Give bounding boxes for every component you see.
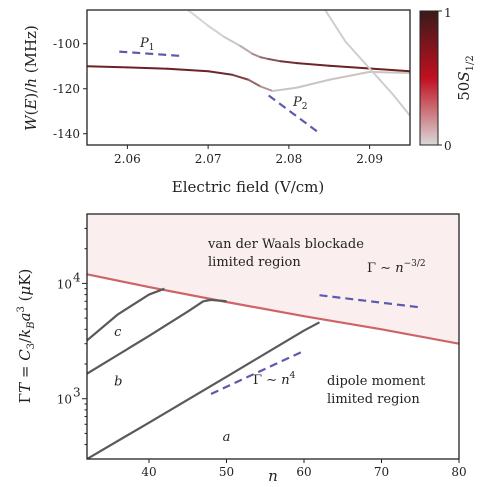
top-series-0-segment	[271, 86, 298, 92]
region-vdw-line2: limited region	[208, 255, 301, 270]
bottom-xtick-label: 50	[219, 465, 234, 479]
top-xtick-label: 2.07	[195, 152, 222, 166]
top-series-0-segment	[207, 70, 234, 76]
bottom-xtick-label: 60	[296, 465, 311, 479]
colorbar-gradient	[419, 10, 439, 146]
top-series-0-segment	[259, 85, 274, 92]
top-series-2-segment	[392, 94, 410, 117]
top-series-2-segment	[344, 40, 371, 70]
top-dashed-marker-2	[268, 94, 318, 133]
bottom-ytick-exponent: 4	[73, 270, 81, 284]
curve-label-c: c	[114, 325, 122, 340]
top-series-2-segment	[368, 67, 395, 97]
series-a-line	[87, 321, 321, 459]
top-axes-frame	[86, 9, 411, 146]
top-xtick-label: 2.08	[276, 152, 303, 166]
top-series-1-segment	[328, 64, 371, 70]
top-series-0-segment	[87, 65, 129, 69]
colorbar-tick-0: 0	[444, 139, 452, 153]
svg-text:50S1/2: 50S1/2	[455, 55, 476, 100]
top-series-1-segment	[207, 24, 226, 38]
series-vdW-line	[87, 273, 459, 345]
top-series-1-segment	[186, 10, 210, 27]
top-series-1	[186, 10, 410, 73]
region-vdw-line1: van der Waals blockade	[207, 237, 364, 252]
top-plot-area	[87, 10, 410, 133]
top-series-0-segment	[368, 70, 410, 74]
region-dipole-line1: dipole moment	[327, 374, 426, 389]
top-series-1-segment	[295, 62, 331, 67]
top-series-0-segment	[247, 78, 262, 88]
top-xtick-label: 2.09	[356, 152, 383, 166]
vdw-blockade-region	[87, 214, 459, 344]
top-series-0-segment	[328, 70, 371, 81]
top-ytick-label: -120	[53, 82, 80, 96]
top-series-2	[324, 10, 410, 117]
bottom-xtick-label: 80	[451, 465, 466, 479]
top-series-1-segment	[259, 56, 270, 61]
bottom-ytick-label: 10	[57, 393, 72, 407]
top-xlabel: Electric field (V/cm)	[172, 178, 324, 196]
top-series-2-segment	[324, 10, 347, 43]
top-chart: 2.06 2.07 2.08 2.09 -100 -120 -140 W(E)/h (MHz…	[22, 6, 476, 196]
top-series-1-segment	[251, 52, 262, 59]
svg-text:ΓT = C3/kBa3 (μK): ΓT = C3/kBa3 (μK)	[16, 269, 37, 404]
top-series-0-segment	[126, 66, 169, 70]
top-ytick-label: -140	[53, 127, 80, 141]
top-xtick-label: 2.06	[114, 152, 141, 166]
series-b-line	[87, 298, 227, 375]
bottom-axes-frame	[86, 213, 460, 460]
p1-label: P1	[139, 36, 154, 53]
series-c-line	[87, 287, 165, 342]
svg-text:W(E)/h (MHz): W(E)/h (MHz)	[22, 25, 40, 131]
scaling-dashed-line-0	[319, 294, 421, 309]
colorbar-tick-1: 1	[444, 6, 452, 20]
bottom-plot-area: a b c	[87, 214, 459, 459]
bottom-xtick-label: 40	[141, 465, 156, 479]
top-ticks: 2.06 2.07 2.08 2.09 -100 -120 -140	[53, 37, 383, 166]
top-series-0-segment	[231, 73, 250, 81]
bottom-xtick-label: 70	[374, 465, 389, 479]
top-series-1-segment	[267, 58, 282, 63]
top-series-1-segment	[279, 60, 298, 65]
region-dipole-line2: limited region	[327, 392, 420, 407]
top-ytick-label: -100	[53, 37, 80, 51]
scaling-label-dipole: Γ ∼ n4	[253, 371, 296, 388]
top-series-0-segment	[166, 67, 210, 73]
colorbar: 1 0 50S1/2	[419, 6, 476, 153]
curve-label-b: b	[114, 375, 122, 390]
top-series-1-segment	[239, 45, 254, 55]
curve-label-a: a	[223, 430, 231, 445]
top-series-1-segment	[223, 36, 242, 47]
bottom-ytick-exponent: 3	[73, 386, 81, 400]
top-series-0-segment	[295, 78, 331, 89]
bottom-ylabel: ΓT = C3/kBa3 (μK)	[16, 269, 37, 404]
scaling-dashed-line-1	[210, 349, 305, 395]
top-dashed-marker-1	[119, 50, 184, 58]
top-ylabel: W(E)/h (MHz)	[22, 25, 40, 131]
colorbar-label: 50S1/2	[455, 55, 476, 100]
top-series-1-segment	[368, 67, 410, 73]
top-series-0	[87, 65, 410, 92]
bottom-xlabel: n	[268, 467, 278, 485]
p2-label: P2	[292, 95, 307, 112]
bottom-ytick-label: 10	[57, 277, 72, 291]
